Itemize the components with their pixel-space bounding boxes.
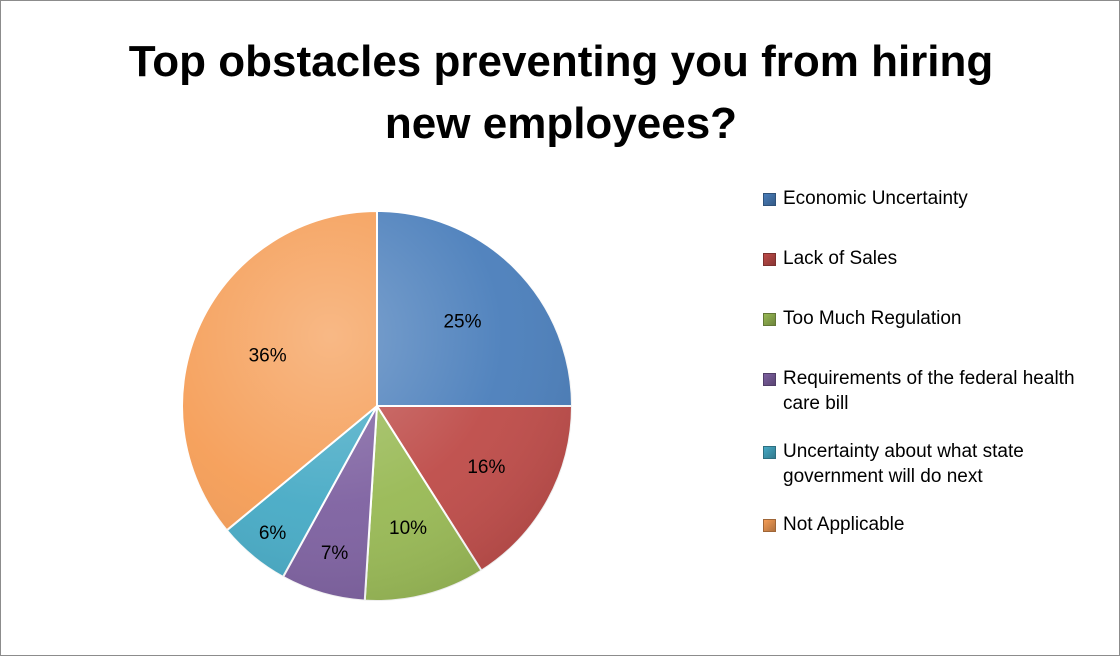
legend-label: Requirements of the federal health care … xyxy=(783,368,1075,414)
slice-label-3: 7% xyxy=(321,543,349,564)
legend-item-state-government: Uncertainty about what state government … xyxy=(763,439,1103,489)
legend-label: Too Much Regulation xyxy=(783,308,962,329)
legend-item-health-care-bill: Requirements of the federal health care … xyxy=(763,366,1103,416)
slice-label-0: 25% xyxy=(443,312,481,333)
legend-swatch xyxy=(763,253,776,266)
legend-swatch xyxy=(763,193,776,206)
legend-label: Economic Uncertainty xyxy=(783,188,968,209)
legend-item-economic-uncertainty: Economic Uncertainty xyxy=(763,186,1103,211)
legend-swatch xyxy=(763,313,776,326)
legend-item-lack-of-sales: Lack of Sales xyxy=(763,246,1103,271)
chart-title: Top obstacles preventing you from hiring… xyxy=(128,37,994,148)
legend: Economic Uncertainty Lack of Sales Too M… xyxy=(763,186,1103,572)
slice-label-4: 6% xyxy=(259,523,287,544)
legend-label: Lack of Sales xyxy=(783,248,898,269)
slice-label-1: 16% xyxy=(467,457,505,478)
slice-label-5: 36% xyxy=(249,346,287,367)
legend-label: Uncertainty about what state government … xyxy=(783,441,1024,487)
slice-label-2: 10% xyxy=(389,518,427,539)
legend-swatch xyxy=(763,373,776,386)
legend-item-not-applicable: Not Applicable xyxy=(763,512,1103,537)
legend-label: Not Applicable xyxy=(783,514,905,535)
legend-swatch xyxy=(763,519,776,532)
pie-slice-0 xyxy=(376,209,574,407)
legend-item-too-much-regulation: Too Much Regulation xyxy=(763,306,1103,331)
legend-swatch xyxy=(763,446,776,459)
